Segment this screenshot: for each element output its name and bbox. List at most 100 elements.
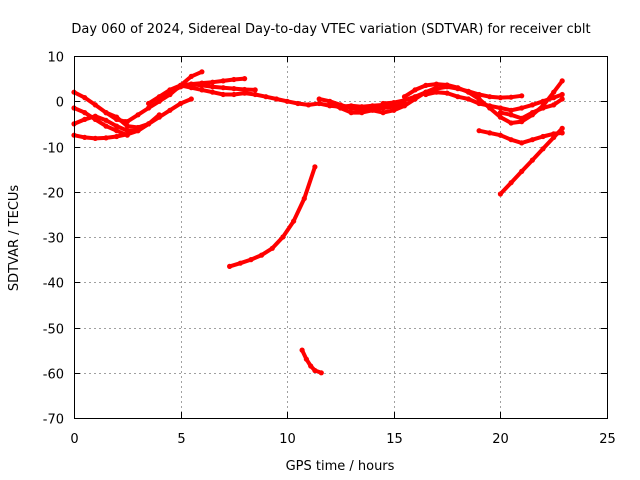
data-point	[559, 78, 565, 84]
series-line	[227, 164, 317, 269]
data-point	[269, 245, 275, 251]
data-point	[412, 94, 418, 100]
data-point	[497, 191, 503, 197]
data-point	[295, 100, 301, 107]
series-arc-18	[227, 164, 318, 269]
y-tick-label: -70	[43, 413, 64, 428]
data-point	[178, 100, 184, 107]
data-point	[551, 89, 557, 95]
data-point	[316, 96, 322, 102]
data-point	[497, 110, 503, 116]
data-point	[308, 363, 314, 369]
y-tick-label: -60	[43, 368, 64, 383]
data-point	[259, 252, 265, 258]
data-point	[231, 86, 237, 92]
data-point	[529, 157, 536, 163]
data-point	[487, 94, 493, 100]
series-arc-19	[299, 347, 324, 376]
data-point	[380, 110, 386, 116]
data-point	[135, 124, 141, 131]
data-point	[519, 140, 525, 146]
data-point	[210, 84, 216, 90]
data-point	[273, 96, 280, 102]
data-point	[369, 107, 376, 113]
data-point	[199, 82, 205, 88]
data-point	[252, 91, 258, 98]
data-point	[401, 97, 408, 103]
data-point	[303, 356, 309, 362]
data-point	[559, 96, 565, 102]
data-point	[508, 120, 514, 126]
data-point	[210, 89, 216, 95]
data-point	[82, 116, 88, 122]
series-arc-05	[103, 96, 194, 131]
data-point	[540, 105, 546, 111]
data-point	[242, 90, 248, 96]
data-point	[327, 100, 333, 107]
data-point	[519, 105, 525, 111]
y-tick-label: -20	[43, 187, 64, 202]
series-arc-16	[476, 128, 565, 146]
data-point	[559, 125, 565, 131]
data-point	[231, 76, 237, 83]
data-point	[188, 73, 194, 79]
data-point	[508, 112, 514, 118]
data-point	[401, 94, 408, 100]
data-point	[124, 123, 130, 129]
data-point	[433, 86, 439, 92]
x-tick-label: 0	[70, 432, 78, 447]
data-point	[103, 117, 109, 123]
y-axis-label: SDTVAR / TECUs	[7, 185, 22, 292]
data-point	[103, 110, 109, 116]
data-point	[529, 110, 536, 116]
y-tick-label: -40	[43, 277, 64, 292]
data-point	[92, 113, 98, 119]
grid	[74, 56, 607, 418]
data-point	[82, 110, 88, 116]
data-point	[92, 135, 98, 141]
x-axis-label: GPS time / hours	[286, 459, 395, 474]
data-point	[231, 91, 237, 98]
data-point	[380, 105, 386, 111]
data-point	[114, 133, 120, 140]
data-point	[508, 94, 514, 100]
data-point	[369, 103, 376, 109]
y-tick-label: -10	[43, 142, 64, 157]
data-point	[220, 78, 226, 84]
data-point	[465, 96, 471, 102]
data-point	[252, 87, 258, 93]
data-point	[210, 79, 216, 85]
data-point	[529, 102, 536, 108]
data-point	[508, 137, 514, 143]
data-point	[380, 100, 386, 107]
data-point	[476, 96, 482, 102]
chart-title: Day 060 of 2024, Sidereal Day-to-day VTE…	[71, 22, 590, 37]
data-point	[135, 112, 141, 118]
data-point	[337, 105, 344, 111]
data-point	[146, 105, 152, 111]
x-tick-label: 10	[279, 432, 296, 447]
data-point	[540, 98, 546, 104]
data-point	[476, 91, 482, 98]
data-point	[497, 132, 503, 138]
data-point	[124, 128, 130, 134]
data-point	[242, 76, 248, 82]
data-point	[114, 128, 120, 134]
data-point	[487, 130, 493, 136]
x-tick-label: 15	[386, 432, 403, 447]
data-point	[312, 164, 318, 170]
data-point	[497, 95, 503, 101]
data-point	[280, 234, 286, 240]
data-point	[82, 134, 88, 140]
x-tick-label: 25	[599, 432, 616, 447]
data-point	[519, 93, 525, 99]
data-point	[508, 107, 514, 113]
data-point	[263, 94, 269, 100]
series-arc-02	[71, 105, 130, 138]
data-point	[82, 95, 88, 101]
data-point	[476, 100, 482, 107]
series-line	[300, 348, 324, 375]
data-point	[508, 180, 514, 186]
data-point	[348, 110, 354, 116]
